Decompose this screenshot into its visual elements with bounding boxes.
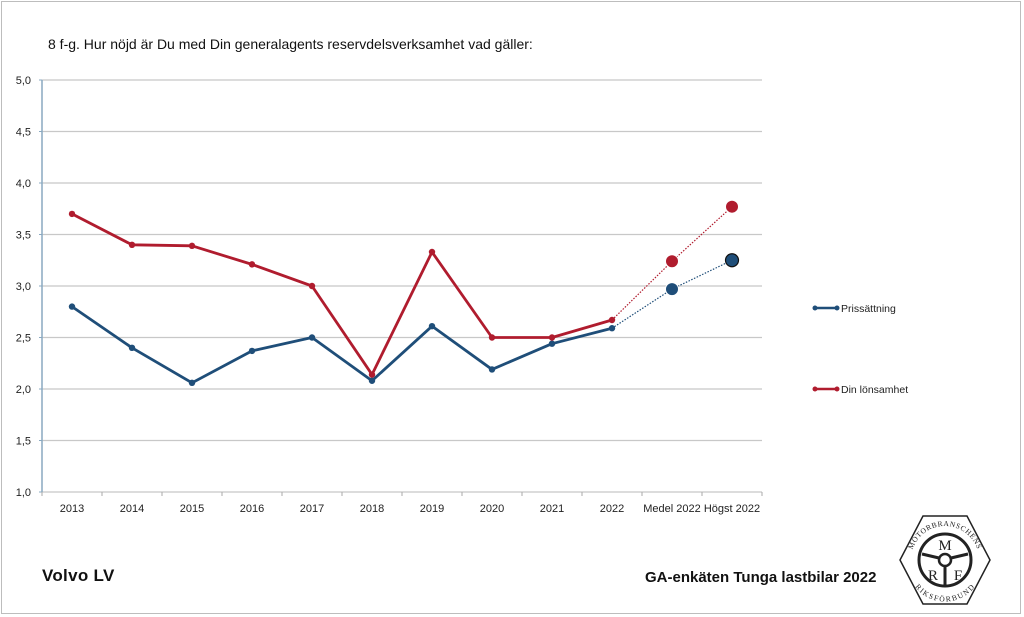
- data-point: [128, 241, 136, 248]
- data-point: [68, 210, 76, 218]
- legend-swatch-marker: [812, 386, 818, 392]
- data-point: [488, 334, 496, 341]
- y-tick-label: 2,0: [16, 384, 31, 396]
- series-line: [71, 212, 613, 376]
- x-tick-label: 2022: [600, 503, 624, 515]
- legend: Prissättning Din lönsamhet: [812, 303, 908, 396]
- x-tick-label: 2015: [180, 503, 204, 515]
- x-tick-label: 2017: [300, 503, 324, 515]
- x-tick-label: Högst 2022: [704, 503, 760, 515]
- legend-item-din-lonsamhet: Din lönsamhet: [812, 384, 908, 396]
- benchmark-point: [665, 282, 679, 297]
- gridlines: [42, 79, 762, 493]
- x-tick-label: 2016: [240, 503, 264, 515]
- x-tick-label: 2019: [420, 503, 444, 515]
- y-tick-label: 5,0: [16, 75, 31, 87]
- x-tick-label: Medel 2022: [643, 503, 701, 515]
- series-group: [68, 199, 740, 387]
- y-tick-label: 4,0: [16, 178, 31, 190]
- benchmark-line: [611, 206, 733, 321]
- survey-label: GA-enkäten Tunga lastbilar 2022: [645, 569, 877, 586]
- y-tick-label: 3,5: [16, 230, 31, 242]
- logo-letter-m: M: [938, 538, 951, 554]
- x-tick-label: 2021: [540, 503, 564, 515]
- benchmark-point: [724, 253, 740, 268]
- data-point: [128, 344, 136, 351]
- y-tick-label: 1,5: [16, 436, 31, 448]
- logo-letter-f: F: [954, 568, 962, 584]
- legend-swatch-marker: [834, 305, 840, 311]
- mrf-logo-icon: M R F MOTORBRANSCHENS RIKSFÖRBUND: [899, 515, 991, 605]
- x-tick-label: 2014: [120, 503, 144, 515]
- logo-letter-r: R: [928, 568, 938, 584]
- benchmark-point: [725, 199, 739, 214]
- x-tick-label: 2020: [480, 503, 504, 515]
- chart-title: 8 f-g. Hur nöjd är Du med Din generalage…: [48, 36, 533, 52]
- legend-label: Prissättning: [841, 303, 896, 315]
- data-point: [308, 282, 316, 290]
- legend-label: Din lönsamhet: [841, 384, 908, 396]
- series-prissattning: [68, 253, 740, 387]
- data-point: [68, 303, 76, 310]
- data-point: [308, 334, 316, 341]
- x-tick-label: 2013: [60, 503, 84, 515]
- data-point: [548, 340, 556, 347]
- data-point: [608, 316, 616, 324]
- legend-swatch-marker: [812, 305, 818, 311]
- y-tick-label: 4,5: [16, 127, 31, 139]
- data-point: [248, 347, 256, 355]
- data-point: [428, 322, 436, 330]
- y-tick-label: 2,5: [16, 333, 31, 345]
- data-point: [248, 261, 256, 268]
- data-point: [608, 325, 616, 332]
- data-point: [188, 379, 196, 387]
- data-point: [368, 371, 376, 378]
- x-tick-label: 2018: [360, 503, 384, 515]
- series-line: [71, 305, 613, 385]
- x-axis: 2013 2014 2015 2016 2017 2018 2019 2020 2021 2022…: [41, 492, 763, 515]
- y-tick-label: 3,0: [16, 281, 31, 293]
- y-axis-ticks: 1,0 1,5 2,0 2,5 3,0 3,5 4,0 4,5 5,0: [16, 75, 43, 499]
- data-point: [368, 377, 376, 384]
- data-point: [188, 242, 196, 250]
- data-point: [548, 334, 556, 341]
- y-tick-label: 1,0: [16, 487, 31, 499]
- legend-swatch-marker: [834, 386, 840, 392]
- brand-label: Volvo LV: [42, 566, 115, 585]
- data-point: [428, 248, 436, 256]
- data-point: [488, 366, 496, 373]
- series-din-lonsamhet: [68, 199, 739, 378]
- benchmark-point: [665, 254, 679, 269]
- legend-item-prissattning: Prissättning: [812, 303, 896, 315]
